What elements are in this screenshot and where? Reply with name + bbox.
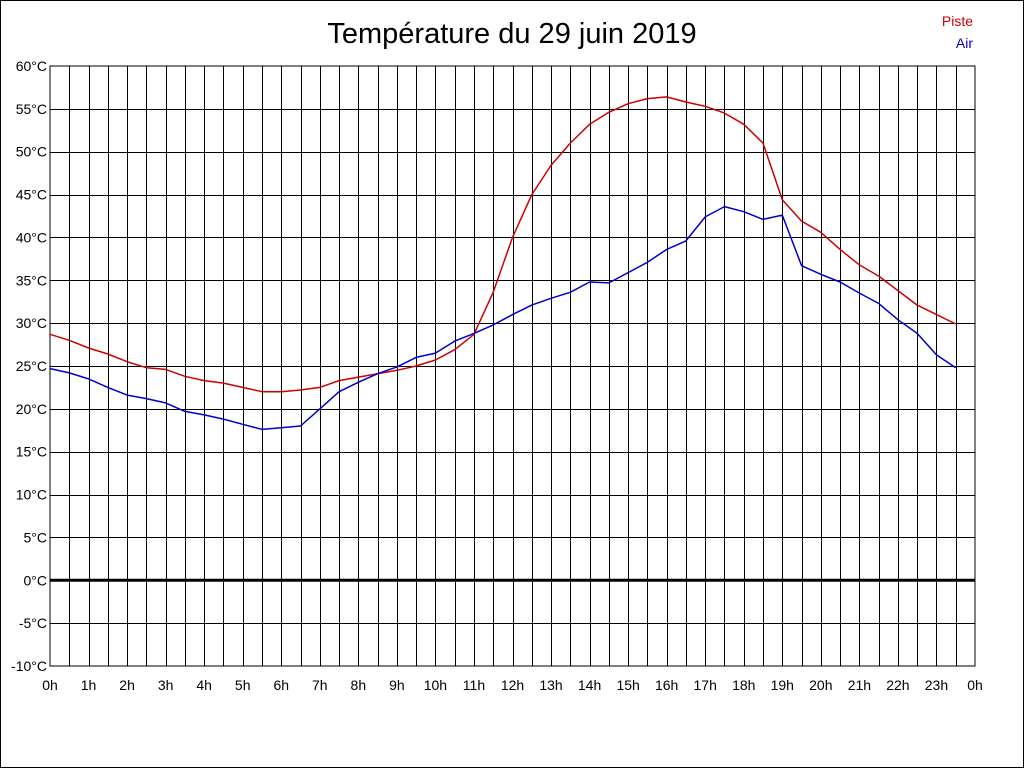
series-line-piste: [49, 96, 957, 393]
x-tick-label: 20h: [809, 677, 832, 693]
series-line-air: [49, 205, 957, 431]
x-tick-label: 5h: [235, 677, 251, 693]
x-tick-label: 23h: [925, 677, 948, 693]
y-tick-label: 35°C: [16, 272, 47, 288]
y-tick-label: 45°C: [16, 187, 47, 203]
y-tick-label: 60°C: [16, 58, 47, 74]
x-tick-label: 10h: [424, 677, 447, 693]
x-tick-label: 17h: [694, 677, 717, 693]
x-tick-label: 4h: [196, 677, 212, 693]
y-tick-label: 15°C: [16, 444, 47, 460]
x-tick-label: 0h: [967, 677, 983, 693]
legend-item-piste: Piste: [941, 13, 973, 29]
y-tick-label: -5°C: [19, 615, 47, 631]
y-tick-label: 55°C: [16, 101, 47, 117]
chart-title: Température du 29 juin 2019: [327, 18, 697, 50]
x-tick-label: 15h: [616, 677, 639, 693]
y-tick-label: 25°C: [16, 358, 47, 374]
x-tick-label: 12h: [501, 677, 524, 693]
x-tick-label: 0h: [42, 677, 58, 693]
y-tick-label: 0°C: [24, 572, 48, 588]
x-tick-label: 9h: [389, 677, 405, 693]
x-tick-label: 6h: [273, 677, 289, 693]
x-tick-label: 1h: [81, 677, 97, 693]
x-tick-label: 14h: [578, 677, 601, 693]
x-tick-label: 11h: [463, 677, 485, 693]
x-tick-label: 21h: [848, 677, 871, 693]
y-tick-label: -10°C: [11, 658, 47, 674]
legend-item-air: Air: [955, 35, 973, 51]
x-tick-label: 19h: [771, 677, 794, 693]
y-tick-label: 20°C: [16, 401, 47, 417]
x-tick-label: 18h: [732, 677, 755, 693]
x-tick-label: 8h: [351, 677, 367, 693]
x-tick-label: 7h: [312, 677, 328, 693]
y-tick-label: 50°C: [16, 144, 47, 160]
y-tick-label: 10°C: [16, 487, 47, 503]
x-tick-label: 22h: [886, 677, 909, 693]
x-tick-label: 3h: [158, 677, 174, 693]
x-tick-label: 13h: [539, 677, 562, 693]
y-tick-label: 30°C: [16, 315, 47, 331]
x-tick-label: 2h: [119, 677, 135, 693]
y-tick-label: 40°C: [16, 229, 47, 245]
x-tick-label: 16h: [655, 677, 678, 693]
y-tick-label: 5°C: [24, 529, 48, 545]
